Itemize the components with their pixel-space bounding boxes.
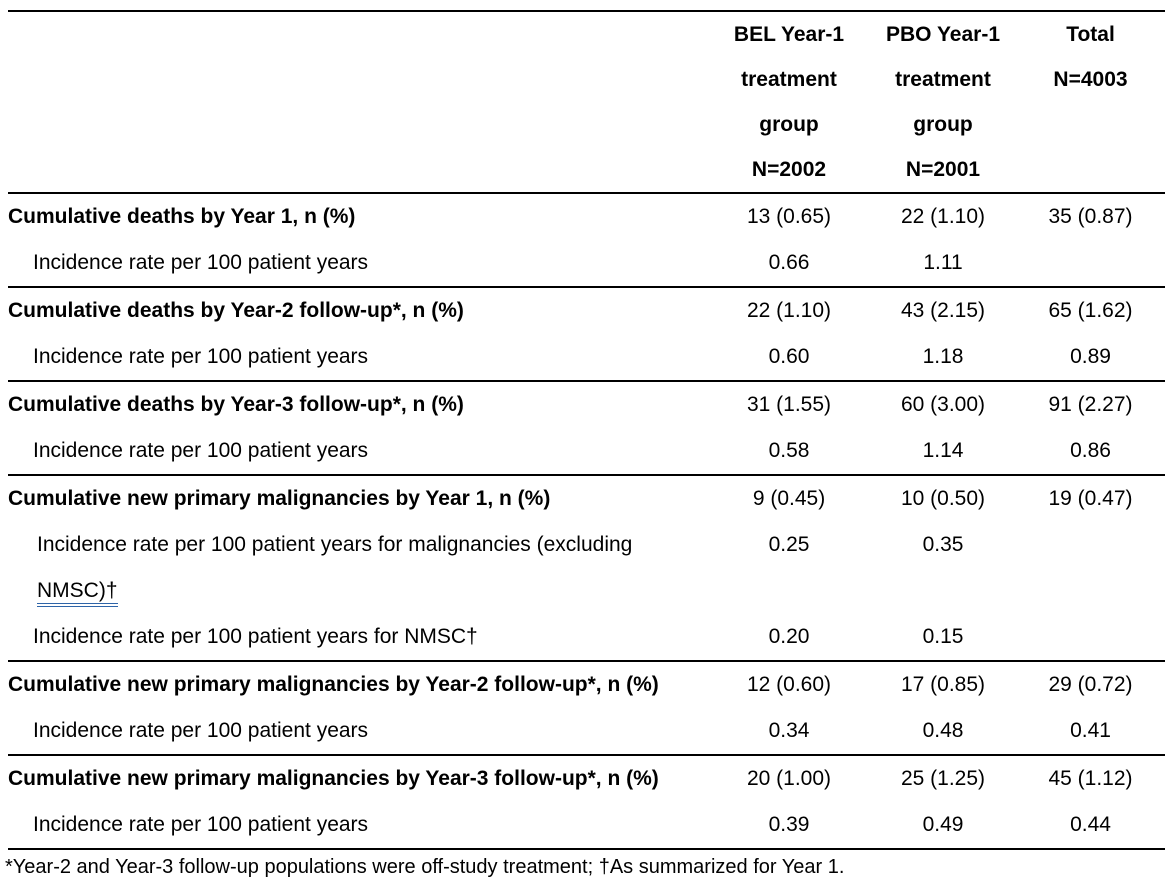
- row-label-line2-grammar-underline: NMSC)†: [37, 579, 118, 607]
- value-total: 0.86: [1070, 439, 1111, 462]
- value-bel: 13 (0.65): [746, 205, 832, 228]
- row-incidence-deaths-year1: Incidence rate per 100 patient years 0.6…: [8, 240, 1165, 287]
- value-pbo: 1.18: [922, 345, 964, 368]
- value-pbo: 43 (2.15): [900, 299, 986, 322]
- header-bel-line: N=2002: [751, 158, 827, 181]
- value-pbo: 22 (1.10): [900, 205, 986, 228]
- value-total: 29 (0.72): [1048, 673, 1133, 696]
- row-label: Cumulative deaths by Year 1, n (%): [8, 205, 356, 228]
- row-label: Incidence rate per 100 patient years: [33, 719, 369, 742]
- row-label: Incidence rate per 100 patient years for…: [33, 625, 478, 648]
- header-pbo-line: group: [913, 113, 973, 136]
- row-label: Incidence rate per 100 patient years for…: [8, 522, 708, 614]
- row-label: Incidence rate per 100 patient years: [33, 345, 369, 368]
- value-bel: 0.34: [768, 719, 810, 742]
- row-label: Cumulative new primary malignancies by Y…: [8, 487, 551, 510]
- header-empty-cell: [8, 11, 708, 193]
- header-col-bel: BEL Year-1 treatment group N=2002: [708, 11, 870, 193]
- row-label: Cumulative deaths by Year-2 follow-up*, …: [8, 299, 464, 322]
- row-cumulative-deaths-year1: Cumulative deaths by Year 1, n (%) 13 (0…: [8, 193, 1165, 240]
- header-bel-line: group: [759, 113, 819, 136]
- row-label: Incidence rate per 100 patient years: [33, 813, 369, 836]
- value-pbo: 1.14: [922, 439, 964, 462]
- row-cumulative-malignancies-year1: Cumulative new primary malignancies by Y…: [8, 475, 1165, 522]
- value-pbo: 0.35: [922, 533, 964, 556]
- row-incidence-nmsc: Incidence rate per 100 patient years for…: [8, 614, 1165, 661]
- value-bel: 31 (1.55): [746, 393, 832, 416]
- value-pbo: 17 (0.85): [900, 673, 986, 696]
- value-total: 65 (1.62): [1048, 299, 1133, 322]
- value-total: 0.89: [1070, 345, 1111, 368]
- value-total: 35 (0.87): [1048, 205, 1133, 228]
- value-total: 0.41: [1070, 719, 1111, 742]
- header-total-line: N=4003: [1053, 68, 1128, 91]
- value-bel: 12 (0.60): [746, 673, 832, 696]
- row-incidence-malignancies-year3: Incidence rate per 100 patient years 0.3…: [8, 802, 1165, 849]
- value-pbo: 0.49: [922, 813, 964, 836]
- value-bel: 22 (1.10): [746, 299, 832, 322]
- value-bel: 0.39: [768, 813, 810, 836]
- row-cumulative-deaths-year2: Cumulative deaths by Year-2 follow-up*, …: [8, 287, 1165, 334]
- value-total: [1016, 614, 1165, 661]
- value-total: 45 (1.12): [1048, 767, 1133, 790]
- row-label: Incidence rate per 100 patient years: [33, 439, 369, 462]
- row-label: Incidence rate per 100 patient years: [33, 251, 369, 274]
- header-col-total: Total N=4003: [1016, 11, 1165, 193]
- value-total: 0.44: [1070, 813, 1111, 836]
- header-col-pbo: PBO Year-1 treatment group N=2001: [870, 11, 1016, 193]
- table-header-row: BEL Year-1 treatment group N=2002 PBO Ye…: [8, 11, 1165, 193]
- header-bel-line: treatment: [741, 68, 837, 91]
- value-total: [1016, 240, 1165, 287]
- value-bel: 9 (0.45): [752, 487, 826, 510]
- header-pbo-line: treatment: [895, 68, 991, 91]
- value-total: 91 (2.27): [1048, 393, 1133, 416]
- table-footnote: *Year-2 and Year-3 follow-up populations…: [5, 856, 845, 878]
- value-pbo: 60 (3.00): [900, 393, 986, 416]
- value-bel: 20 (1.00): [746, 767, 832, 790]
- value-pbo: 10 (0.50): [900, 487, 986, 510]
- value-bel: 0.58: [768, 439, 810, 462]
- row-incidence-deaths-year3: Incidence rate per 100 patient years 0.5…: [8, 428, 1165, 475]
- value-pbo: 1.11: [923, 251, 963, 274]
- header-pbo-line: N=2001: [905, 158, 981, 181]
- row-label-line1: Incidence rate per 100 patient years for…: [37, 533, 633, 556]
- row-cumulative-malignancies-year2: Cumulative new primary malignancies by Y…: [8, 661, 1165, 708]
- value-bel: 0.60: [768, 345, 810, 368]
- row-label: Cumulative deaths by Year-3 follow-up*, …: [8, 393, 464, 416]
- value-bel: 0.66: [768, 251, 810, 274]
- value-pbo: 25 (1.25): [900, 767, 986, 790]
- value-pbo: 0.48: [922, 719, 964, 742]
- header-pbo-line: PBO Year-1: [885, 23, 1000, 46]
- results-table: BEL Year-1 treatment group N=2002 PBO Ye…: [8, 10, 1165, 850]
- row-incidence-malignancies-excl-nmsc: Incidence rate per 100 patient years for…: [8, 522, 1165, 614]
- row-cumulative-deaths-year3: Cumulative deaths by Year-3 follow-up*, …: [8, 381, 1165, 428]
- row-incidence-deaths-year2: Incidence rate per 100 patient years 0.6…: [8, 334, 1165, 381]
- header-bel-line: BEL Year-1: [733, 23, 845, 46]
- value-total: 19 (0.47): [1048, 487, 1133, 510]
- row-label: Cumulative new primary malignancies by Y…: [8, 767, 659, 790]
- row-incidence-malignancies-year2: Incidence rate per 100 patient years 0.3…: [8, 708, 1165, 755]
- row-label: Cumulative new primary malignancies by Y…: [8, 673, 659, 696]
- header-total-line: Total: [1066, 23, 1115, 46]
- row-cumulative-malignancies-year3: Cumulative new primary malignancies by Y…: [8, 755, 1165, 802]
- value-total: [1016, 522, 1165, 614]
- value-pbo: 0.15: [922, 625, 964, 648]
- value-bel: 0.25: [768, 533, 810, 556]
- value-bel: 0.20: [768, 625, 810, 648]
